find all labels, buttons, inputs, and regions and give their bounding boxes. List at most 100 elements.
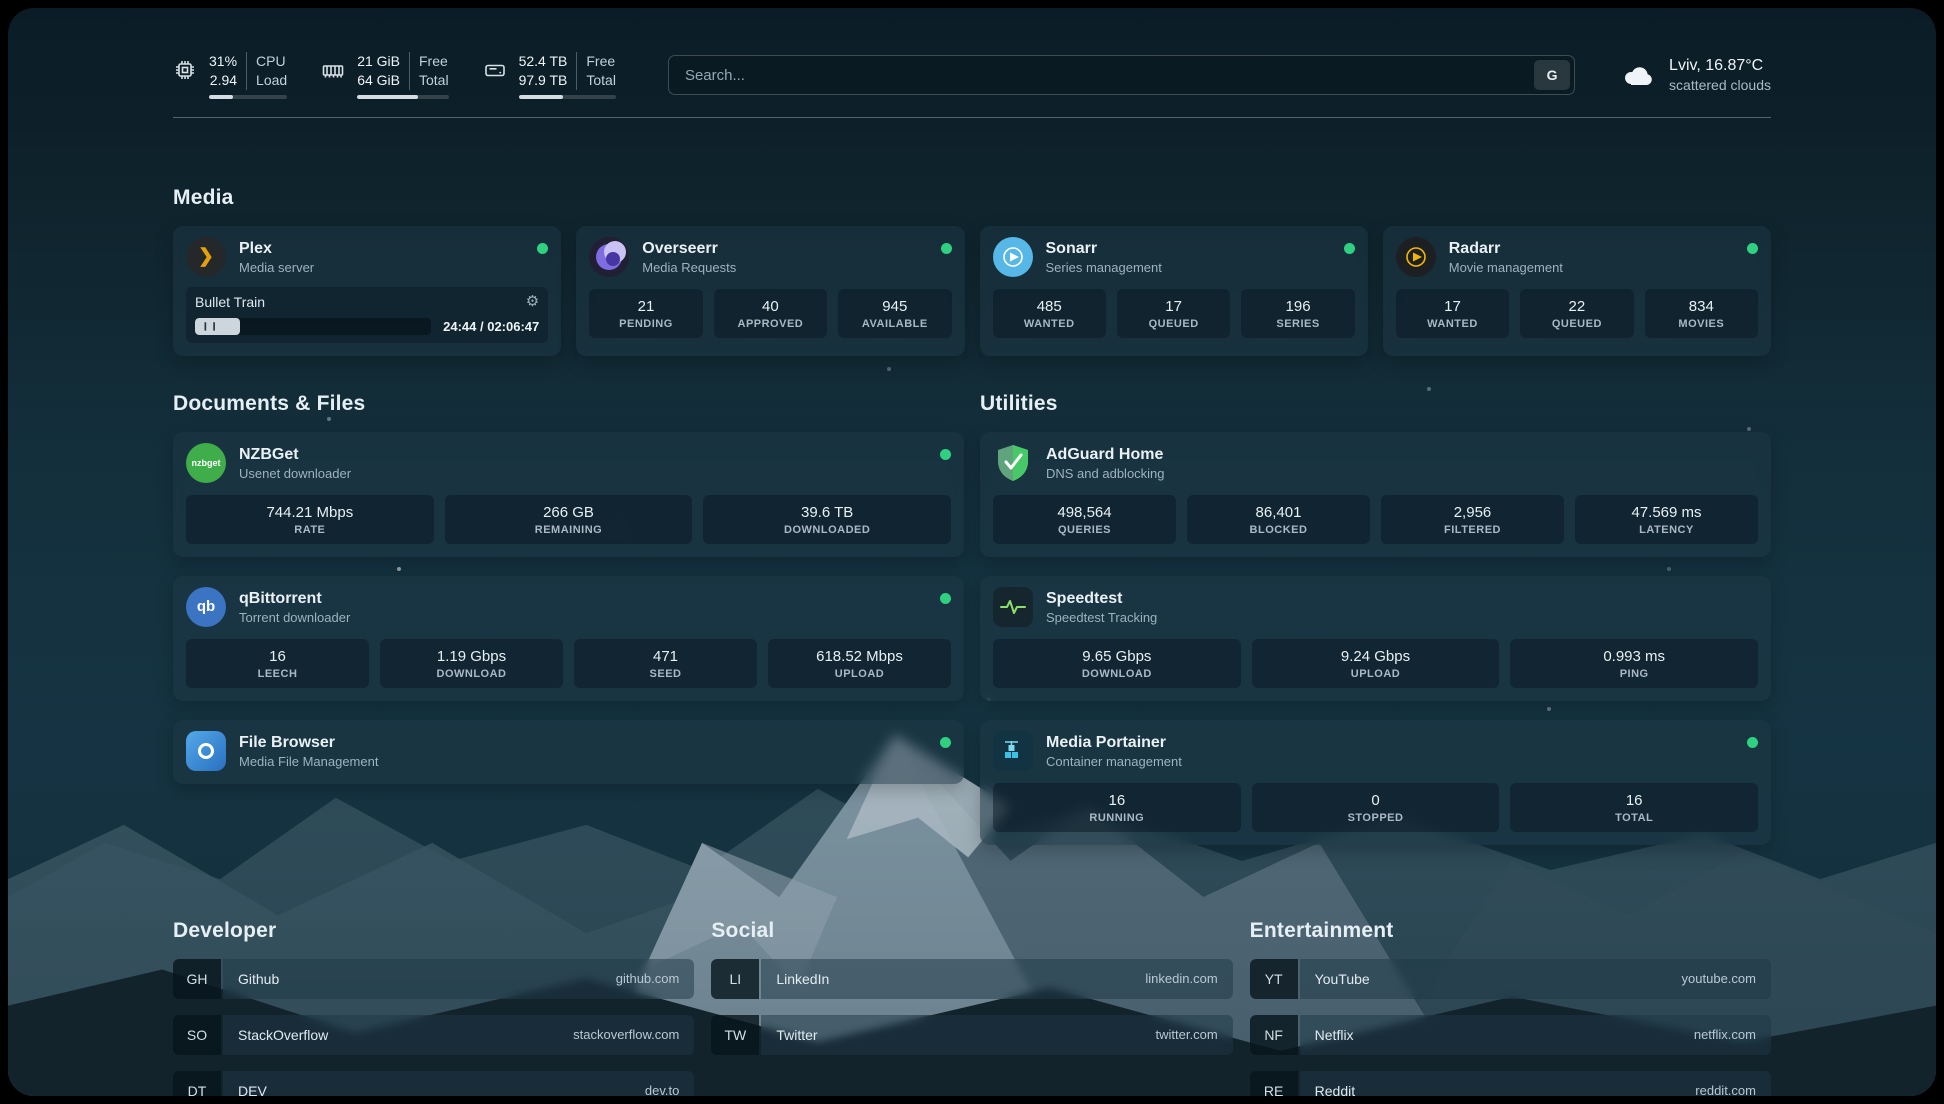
disk-free: 52.4 TB [518, 53, 568, 69]
stat-wanted: 17 WANTED [1395, 288, 1510, 338]
stat-leech: 16 LEECH [186, 638, 369, 688]
service-title: Radarr [1448, 239, 1501, 257]
card-portainer[interactable]: Media Portainer Container management 16 R… [980, 719, 1771, 845]
sonarr-icon [992, 236, 1033, 277]
bookmark-twitter[interactable]: TW Twitter twitter.com [711, 1014, 1233, 1055]
service-title: Media Portainer [1046, 733, 1167, 751]
disk-usage-bar [518, 94, 616, 99]
pause-icon[interactable]: ❙❙ [202, 321, 220, 331]
disk-label-bottom: Total [586, 71, 616, 88]
stat-filtered: 2,956 FILTERED [1381, 494, 1564, 544]
stat-upload: 618.52 Mbps UPLOAD [768, 638, 951, 688]
search-bar: G [667, 55, 1576, 96]
status-dot [940, 242, 952, 254]
memory-label-bottom: Total [419, 71, 449, 88]
stat-queued: 22 QUEUED [1520, 288, 1634, 338]
radarr-icon [1395, 236, 1436, 277]
stat-pending: 21 PENDING [589, 288, 703, 338]
stat-series: 196 SERIES [1241, 288, 1355, 338]
now-playing-title: Bullet Train [195, 293, 266, 310]
stat-queued: 17 QUEUED [1116, 288, 1231, 338]
stat-queries: 498,564 QUERIES [993, 494, 1176, 544]
weather-condition: scattered clouds [1669, 77, 1771, 94]
filebrowser-icon [186, 730, 226, 771]
status-dot [1747, 242, 1758, 254]
bookmark-abbr: DT [173, 1070, 221, 1096]
weather-widget[interactable]: Lviv, 16.87°C scattered clouds [1621, 57, 1771, 93]
bookmark-youtube[interactable]: YT YouTube youtube.com [1249, 958, 1771, 999]
cpu-load: 2.94 [209, 71, 238, 88]
stat-seed: 471 SEED [574, 638, 757, 688]
stat-movies: 834 MOVIES [1644, 288, 1759, 338]
top-bar: 31% 2.94 CPU Load [173, 52, 1771, 99]
search-provider-button[interactable]: G [1534, 60, 1571, 91]
bookmark-group-entertainment: Entertainment YT YouTube youtube.com NF N… [1249, 918, 1771, 1096]
settings-gear-icon[interactable]: ⚙ [525, 293, 540, 311]
service-title: Plex [239, 239, 272, 257]
service-subtitle: Media File Management [239, 753, 379, 769]
service-subtitle: Media Requests [642, 259, 737, 275]
section-documents: Documents & Files nzbget NZBGet Usenet d… [173, 392, 964, 784]
bookmark-dev[interactable]: DT DEV dev.to [173, 1070, 695, 1096]
bookmark-abbr: TW [711, 1014, 760, 1055]
card-adguard[interactable]: AdGuard Home DNS and adblocking 498,564 Q… [980, 431, 1771, 557]
bookmark-netflix[interactable]: NF Netflix netflix.com [1249, 1014, 1771, 1055]
bookmark-reddit[interactable]: RE Reddit reddit.com [1249, 1070, 1771, 1096]
qbittorrent-icon: qb [186, 586, 226, 627]
card-qbittorrent[interactable]: qb qBittorrent Torrent downloader 16 LEEC… [173, 575, 964, 701]
adguard-icon [993, 443, 1033, 483]
memory-free: 21 GiB [357, 53, 400, 69]
stat-upload: 9.24 Gbps UPLOAD [1251, 638, 1500, 688]
weather-location: Lviv, 16.87°C [1669, 57, 1764, 75]
portainer-icon [993, 730, 1033, 771]
service-title: Overseerr [642, 239, 718, 257]
bookmark-linkedin[interactable]: LI LinkedIn linkedin.com [711, 958, 1233, 999]
memory-total: 64 GiB [357, 71, 400, 88]
cloud-icon [1625, 67, 1652, 86]
card-speedtest[interactable]: Speedtest Speedtest Tracking 9.65 Gbps DO… [980, 575, 1771, 701]
card-plex[interactable]: ❯ Plex Media server Bullet Train ⚙ [173, 225, 562, 356]
stat-stopped: 0 STOPPED [1251, 782, 1500, 832]
card-overseerr[interactable]: Overseerr Media Requests 21 PENDING 40 APP… [576, 225, 965, 356]
cpu-usage-bar [209, 94, 288, 99]
stat-approved: 40 APPROVED [713, 288, 828, 338]
service-subtitle: Speedtest Tracking [1046, 609, 1158, 625]
playback-time: 24:44 / 02:06:47 [443, 318, 540, 334]
bookmark-group-title: Entertainment [1249, 918, 1394, 942]
bookmark-abbr: NF [1249, 1014, 1298, 1055]
stat-running: 16 RUNNING [993, 782, 1241, 832]
disk-total: 97.9 TB [518, 71, 568, 88]
service-subtitle: Torrent downloader [239, 609, 351, 625]
card-sonarr[interactable]: Sonarr Series management 485 WANTED 17 QUE… [979, 225, 1368, 356]
section-utilities: Utilities [980, 392, 1771, 845]
cpu-label-top: CPU [256, 53, 286, 69]
section-title-utilities: Utilities [980, 391, 1058, 415]
service-subtitle: Usenet downloader [239, 465, 352, 481]
service-subtitle: Media server [239, 259, 315, 275]
stat-ping: 0.993 ms PING [1510, 638, 1759, 688]
cpu-icon [176, 61, 194, 79]
speedtest-icon [993, 586, 1033, 627]
service-title: qBittorrent [239, 589, 322, 607]
disk-label-top: Free [586, 53, 616, 69]
card-nzbget[interactable]: nzbget NZBGet Usenet downloader 744.21 M… [173, 431, 964, 557]
card-filebrowser[interactable]: File Browser Media File Management [173, 719, 964, 784]
resource-widgets: 31% 2.94 CPU Load [173, 52, 616, 99]
search-input[interactable] [667, 55, 1576, 96]
bookmark-abbr: LI [711, 958, 760, 999]
nzbget-icon: nzbget [186, 442, 226, 483]
disk-widget: 52.4 TB 97.9 TB Free Total [483, 52, 616, 99]
bookmark-abbr: GH [173, 958, 221, 999]
service-title: NZBGet [239, 445, 299, 463]
bookmark-stackoverflow[interactable]: SO StackOverflow stackoverflow.com [173, 1014, 695, 1055]
service-subtitle: Series management [1045, 259, 1162, 275]
playback-progress-bar[interactable]: ❙❙ [195, 317, 432, 335]
bookmark-github[interactable]: GH Github github.com [173, 958, 695, 999]
service-title: Sonarr [1045, 239, 1098, 257]
bookmark-abbr: SO [173, 1014, 221, 1055]
bookmark-abbr: RE [1249, 1070, 1298, 1096]
disk-icon [484, 64, 505, 77]
bookmark-group-title: Social [711, 918, 775, 942]
memory-icon [322, 65, 344, 78]
card-radarr[interactable]: Radarr Movie management 17 WANTED 22 QUEUE… [1382, 225, 1771, 356]
